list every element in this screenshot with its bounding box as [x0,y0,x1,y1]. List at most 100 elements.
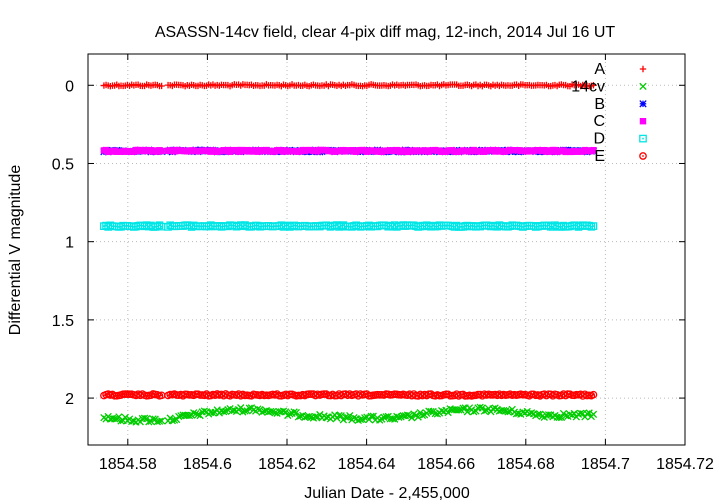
legend-label: E [594,148,605,165]
data-point [382,413,390,421]
data-point [514,409,523,418]
y-tick-label: 1.5 [52,313,74,330]
x-tick-label: 1854.62 [258,456,316,473]
data-point [350,413,358,422]
data-point [414,413,422,421]
data-point [590,146,597,154]
data-point [480,407,489,415]
data-point [286,410,294,418]
y-tick-label: 2 [65,391,74,408]
legend-marker [639,152,647,160]
data-point [527,409,536,417]
series-A [100,81,597,90]
data-point [585,221,594,230]
data-point [311,412,320,421]
data-point [158,82,165,90]
x-tick-label: 1854.68 [497,456,555,473]
data-point [168,416,176,425]
data-point [241,407,249,415]
data-point [294,413,303,421]
data-point [538,412,546,421]
data-point [427,407,435,416]
data-point [403,411,412,419]
data-point [209,409,217,417]
data-point [589,410,598,418]
data-point [249,406,258,414]
data-point [395,413,403,421]
data-point [544,411,553,419]
data-point [397,413,405,421]
data-point [316,410,324,419]
x-axis-label: Julian Date - 2,455,000 [304,485,470,502]
data-point [356,415,365,424]
data-point [322,413,330,422]
data-point [237,404,245,412]
data-point [444,408,452,417]
data-point [388,415,397,423]
data-point [418,411,427,419]
x-tick-label: 1854.6 [183,456,232,473]
x-tick-label: 1854.7 [581,456,630,473]
data-point [175,412,183,421]
data-point [361,414,369,422]
series-D [100,221,598,231]
data-point [376,416,384,424]
data-point [296,412,305,420]
series-C [100,146,597,156]
data-point [455,406,463,414]
data-point [587,222,596,231]
data-point [408,414,416,422]
plot-frame [87,53,686,446]
y-tick-label: 0 [65,78,74,95]
data-point [194,410,202,419]
data-point [157,417,166,425]
x-tick-label: 1854.66 [417,456,475,473]
data-point [281,408,290,416]
data-point [149,415,157,423]
data-point [219,407,228,416]
legend-marker [639,65,647,73]
data-point [245,404,253,412]
data-points [100,81,598,426]
data-point [258,408,266,416]
data-point [254,405,262,413]
series-14cv [100,403,598,426]
series-E [100,390,598,400]
data-point [267,407,275,416]
legend-marker [639,82,647,91]
data-point [341,413,350,421]
legend-label: B [594,96,605,113]
chart-title: ASASSN-14cv field, clear 4-pix diff mag,… [155,24,616,41]
data-point [145,418,153,426]
data-point [271,409,279,417]
data-point [337,412,345,420]
y-tick-label: 0.5 [52,156,74,173]
data-point [369,412,377,420]
data-point [153,222,162,231]
legend-label: C [593,113,605,130]
y-tick-label: 1 [65,235,74,252]
data-point [200,407,209,415]
data-point [190,409,198,417]
data-point [185,411,194,420]
data-point [446,405,454,413]
data-point [500,406,508,415]
data-point [155,221,164,230]
data-point [562,412,570,420]
data-point [534,410,542,418]
data-point [478,404,486,412]
x-tick-label: 1854.72 [656,456,714,473]
y-axis-label: Differential V magnitude [7,165,24,336]
data-point [158,147,165,155]
data-point [365,415,373,424]
legend-label: 14cv [571,78,605,95]
data-point [346,412,354,420]
data-point [590,82,597,89]
data-point [504,408,512,416]
data-point [433,410,442,418]
legend-marker [639,118,647,125]
data-point [143,415,151,423]
data-point [192,409,200,418]
